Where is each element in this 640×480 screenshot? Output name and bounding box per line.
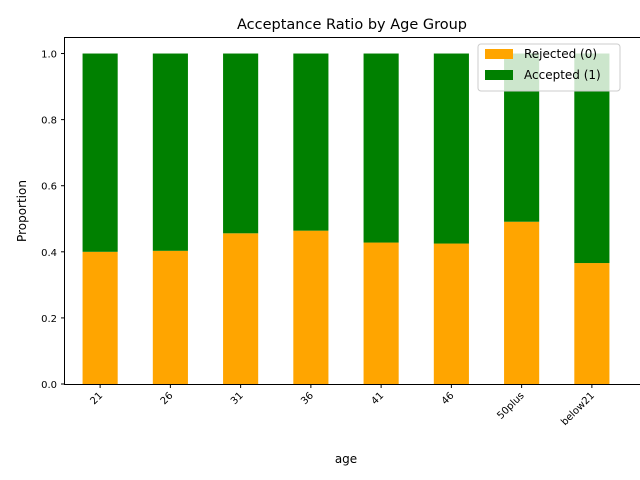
bar-accepted-41 — [363, 53, 399, 243]
bar-rejected-41 — [363, 242, 399, 384]
bar-rejected-26 — [152, 250, 188, 384]
y-axis-label: Proportion — [15, 180, 29, 242]
plot-frame — [64, 37, 640, 385]
bar-rejected-31 — [223, 233, 259, 384]
bars-layer — [82, 53, 610, 384]
x-tick-label: 46 — [440, 390, 457, 407]
bar-accepted-31 — [223, 53, 259, 234]
y-tick-label: 0.8 — [41, 116, 57, 127]
legend: Rejected (0) Accepted (1) — [477, 43, 621, 92]
legend-label: Accepted (1) — [524, 68, 601, 82]
x-tick-label: 50plus — [495, 390, 526, 421]
legend-swatch — [485, 49, 513, 59]
y-tick-label: 1.0 — [41, 50, 57, 61]
x-axis: 21 26 31 36 41 46 50plus below21 — [88, 384, 597, 428]
y-tick-label: 0.2 — [41, 314, 57, 325]
x-tick-label: 31 — [229, 390, 246, 407]
x-tick-label: 41 — [369, 390, 386, 407]
x-tick-label: below21 — [559, 390, 597, 428]
y-tick-label: 0.0 — [41, 380, 57, 391]
y-tick-label: 0.6 — [41, 182, 57, 193]
legend-swatch — [485, 70, 513, 80]
x-tick-label: 26 — [159, 390, 176, 407]
y-tick-label: 0.4 — [41, 248, 57, 259]
legend-box — [477, 43, 621, 92]
bar-rejected-21 — [82, 251, 118, 384]
chart-title: Acceptance Ratio by Age Group — [237, 17, 467, 33]
legend-label: Rejected (0) — [524, 47, 597, 61]
bar-rejected-50plus — [504, 221, 540, 384]
bar-rejected-below21 — [574, 263, 610, 384]
x-tick-label: 21 — [88, 390, 105, 407]
bar-rejected-46 — [433, 243, 469, 384]
bar-accepted-46 — [433, 53, 469, 244]
bar-accepted-36 — [293, 53, 329, 231]
x-axis-label: age — [335, 452, 357, 466]
y-axis: 0.0 0.2 0.4 0.6 0.8 1.0 — [41, 50, 65, 391]
bar-accepted-21 — [82, 53, 118, 252]
x-tick-label: 36 — [299, 390, 316, 407]
bar-accepted-26 — [152, 53, 188, 251]
bar-rejected-36 — [293, 230, 329, 384]
